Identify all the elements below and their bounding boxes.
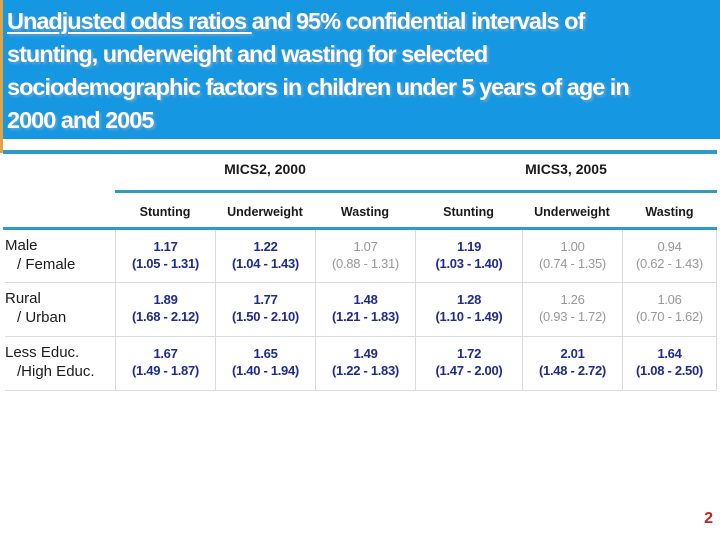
odds-ratio-value: 1.19 <box>456 239 482 254</box>
group-header-rule <box>115 190 717 193</box>
confidence-interval: (0.88 - 1.31) <box>332 256 399 271</box>
odds-ratio-cell: 1.22 (1.04 - 1.43) <box>215 230 315 283</box>
odds-ratio-value: 1.28 <box>456 292 482 307</box>
column-header: Stunting <box>139 205 191 219</box>
odds-ratio-cell: 1.64 (1.08 - 2.50) <box>622 337 717 391</box>
orange-accent-strip <box>0 0 3 153</box>
confidence-interval: (1.47 - 2.00) <box>435 363 503 378</box>
column-header: Stunting <box>443 205 494 219</box>
title-underlined-text: Unadjusted odds ratios <box>7 8 252 34</box>
odds-ratio-cell: 2.01 (1.48 - 2.72) <box>522 337 622 391</box>
row-label-line1: Less Educ. <box>5 344 80 361</box>
odds-ratio-cell: 1.28 (1.10 - 1.49) <box>415 283 522 337</box>
odds-ratio-cell: 1.06 (0.70 - 1.62) <box>622 283 717 337</box>
title-line: stunting, underweight and wasting for se… <box>7 41 488 67</box>
odds-ratio-value: 1.07 <box>353 239 378 254</box>
odds-ratio-cell: 0.94 (0.62 - 1.43) <box>622 230 717 283</box>
row-label-line1: Rural <box>5 290 41 307</box>
column-header: Underweight <box>227 205 303 219</box>
row-label: Less Educ. /High Educ. <box>5 337 115 391</box>
confidence-interval: (1.21 - 1.83) <box>332 309 399 324</box>
confidence-interval: (0.74 - 1.35) <box>539 256 606 271</box>
group-header-mics3: MICS3, 2005 <box>525 161 607 177</box>
odds-ratio-value: 2.01 <box>560 346 585 361</box>
odds-ratio-value: 1.77 <box>253 292 278 307</box>
confidence-interval: (1.68 - 2.12) <box>132 309 199 324</box>
row-label-line2: /High Educ. <box>17 363 95 380</box>
odds-ratio-cell: 1.49 (1.22 - 1.83) <box>315 337 415 391</box>
title-line: Unadjusted odds ratios and 95% confident… <box>7 8 585 34</box>
column-header: Underweight <box>534 205 610 219</box>
confidence-interval: (1.04 - 1.43) <box>232 256 299 271</box>
column-header: Wasting <box>340 205 390 219</box>
row-label: Rural / Urban <box>5 283 115 337</box>
odds-ratio-value: 1.17 <box>153 239 178 254</box>
odds-ratio-value: 1.89 <box>153 292 178 307</box>
odds-ratio-cell: 1.00 (0.74 - 1.35) <box>522 230 622 283</box>
odds-ratio-value: 1.06 <box>657 292 682 307</box>
table-head-rule <box>3 227 717 230</box>
odds-ratio-value: 1.65 <box>253 346 278 361</box>
confidence-interval: (0.62 - 1.43) <box>636 256 703 271</box>
confidence-interval: (1.48 - 2.72) <box>539 363 606 378</box>
title-divider-rule <box>3 150 717 154</box>
slide-title: Unadjusted odds ratios and 95% confident… <box>7 5 720 137</box>
title-line: 2000 and 2005 <box>7 107 154 133</box>
column-header-spacer <box>5 201 115 219</box>
odds-ratio-cell: 1.67 (1.49 - 1.87) <box>115 337 215 391</box>
confidence-interval: (1.22 - 1.83) <box>332 363 399 378</box>
row-label-line2: / Urban <box>17 309 67 326</box>
odds-ratio-cell: 1.26 (0.93 - 1.72) <box>522 283 622 337</box>
odds-ratio-cell: 1.72 (1.47 - 2.00) <box>415 337 522 391</box>
column-header: Wasting <box>645 205 694 219</box>
odds-ratio-cell: 1.48 (1.21 - 1.83) <box>315 283 415 337</box>
confidence-interval: (1.03 - 1.40) <box>435 256 503 271</box>
confidence-interval: (1.08 - 2.50) <box>636 363 703 378</box>
confidence-interval: (1.10 - 1.49) <box>435 309 503 324</box>
confidence-interval: (1.50 - 2.10) <box>232 309 299 324</box>
odds-ratio-value: 0.94 <box>657 239 682 254</box>
odds-ratio-cell: 1.89 (1.68 - 2.12) <box>115 283 215 337</box>
row-label-line1: Male <box>5 237 38 254</box>
odds-ratio-value: 1.49 <box>353 346 378 361</box>
title-banner: Unadjusted odds ratios and 95% confident… <box>3 0 720 139</box>
row-label-line2: / Female <box>17 256 76 273</box>
odds-ratio-cell: 1.07 (0.88 - 1.31) <box>315 230 415 283</box>
confidence-interval: (1.40 - 1.94) <box>232 363 299 378</box>
confidence-interval: (1.05 - 1.31) <box>132 256 199 271</box>
group-header-mics2: MICS2, 2000 <box>224 161 306 177</box>
confidence-interval: (0.70 - 1.62) <box>636 309 703 324</box>
odds-ratio-value: 1.67 <box>153 346 178 361</box>
odds-ratio-cell: 1.19 (1.03 - 1.40) <box>415 230 522 283</box>
confidence-interval: (0.93 - 1.72) <box>539 309 606 324</box>
column-header-row: Stunting Underweight Wasting Stunting Underw… <box>5 201 717 219</box>
odds-ratio-value: 1.00 <box>560 239 585 254</box>
odds-ratio-value: 1.22 <box>253 239 278 254</box>
odds-ratio-value: 1.48 <box>353 292 378 307</box>
confidence-interval: (1.49 - 1.87) <box>132 363 199 378</box>
row-label: Male / Female <box>5 230 115 283</box>
data-table-body: Male / Female 1.17 (1.05 - 1.31) 1.22 (1.04 -… <box>5 230 717 391</box>
page-number: 2 <box>704 510 713 527</box>
odds-ratio-value: 1.72 <box>456 346 482 361</box>
odds-ratio-cell: 1.77 (1.50 - 2.10) <box>215 283 315 337</box>
odds-ratio-value: 1.26 <box>560 292 585 307</box>
odds-ratio-value: 1.64 <box>657 346 682 361</box>
title-line: sociodemographic factors in children und… <box>7 74 630 100</box>
odds-ratio-cell: 1.17 (1.05 - 1.31) <box>115 230 215 283</box>
odds-ratio-cell: 1.65 (1.40 - 1.94) <box>215 337 315 391</box>
